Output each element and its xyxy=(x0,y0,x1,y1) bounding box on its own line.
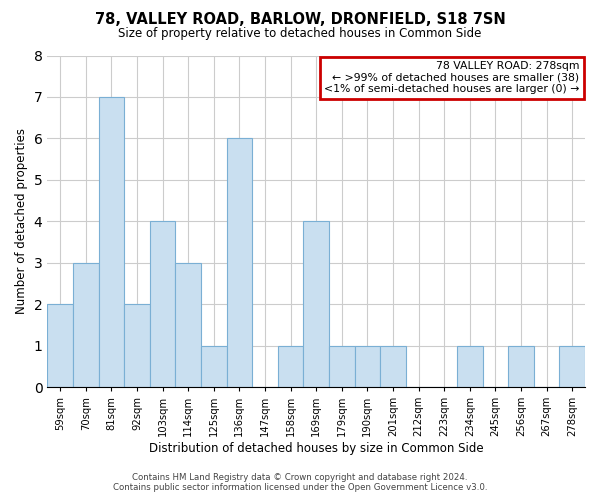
Bar xyxy=(47,304,73,387)
X-axis label: Distribution of detached houses by size in Common Side: Distribution of detached houses by size … xyxy=(149,442,484,455)
Bar xyxy=(98,97,124,387)
Text: 78, VALLEY ROAD, BARLOW, DRONFIELD, S18 7SN: 78, VALLEY ROAD, BARLOW, DRONFIELD, S18 … xyxy=(95,12,505,28)
Bar xyxy=(304,222,329,387)
Y-axis label: Number of detached properties: Number of detached properties xyxy=(15,128,28,314)
Text: 78 VALLEY ROAD: 278sqm
← >99% of detached houses are smaller (38)
<1% of semi-de: 78 VALLEY ROAD: 278sqm ← >99% of detache… xyxy=(324,61,580,94)
Bar xyxy=(124,304,150,387)
Bar xyxy=(201,346,227,387)
Bar xyxy=(278,346,304,387)
Bar xyxy=(73,262,98,387)
Bar xyxy=(457,346,482,387)
Text: Size of property relative to detached houses in Common Side: Size of property relative to detached ho… xyxy=(118,28,482,40)
Bar xyxy=(329,346,355,387)
Text: Contains HM Land Registry data © Crown copyright and database right 2024.
Contai: Contains HM Land Registry data © Crown c… xyxy=(113,473,487,492)
Bar xyxy=(175,262,201,387)
Bar xyxy=(227,138,252,387)
Bar xyxy=(380,346,406,387)
Bar xyxy=(150,222,175,387)
Bar xyxy=(559,346,585,387)
Bar xyxy=(508,346,534,387)
Bar xyxy=(355,346,380,387)
